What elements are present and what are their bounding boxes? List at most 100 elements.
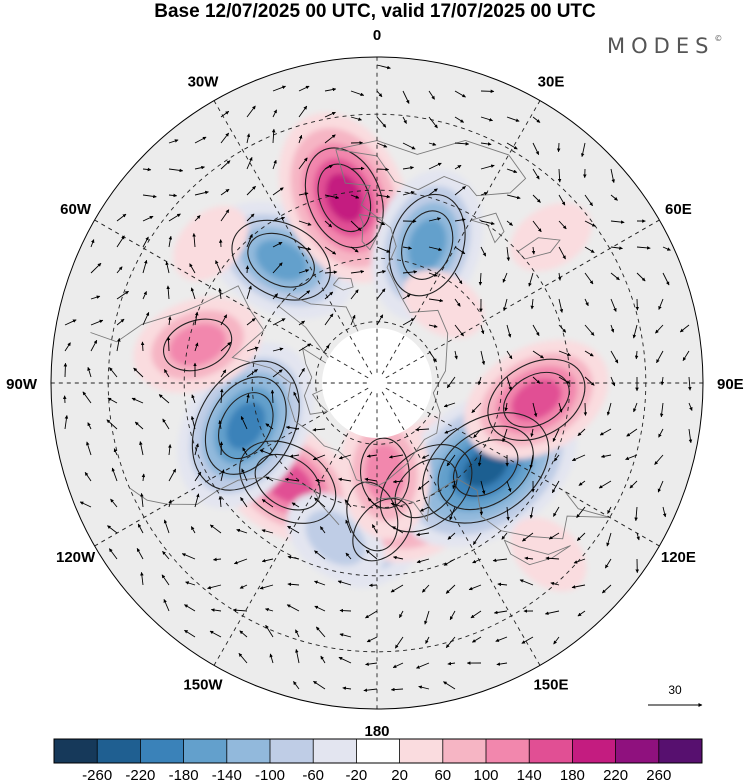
wind-arrow bbox=[471, 636, 482, 643]
wind-arrow bbox=[291, 502, 300, 508]
wind-arrow bbox=[344, 499, 352, 508]
wind-arrow bbox=[337, 580, 352, 586]
longitude-label: 180 bbox=[364, 723, 389, 740]
wind-arrow bbox=[194, 190, 209, 196]
longitude-label: 90E bbox=[717, 376, 744, 393]
wind-arrow bbox=[298, 192, 309, 196]
wind-arrow bbox=[295, 629, 300, 638]
contour-line bbox=[394, 458, 458, 519]
wind-arrow bbox=[402, 191, 415, 196]
wind-arrow bbox=[529, 454, 534, 469]
wind-arrow bbox=[191, 394, 196, 404]
wind-arrow bbox=[298, 246, 312, 251]
wind-arrow bbox=[454, 142, 470, 146]
wind-arrow bbox=[289, 454, 300, 458]
wind-arrow bbox=[454, 90, 466, 98]
wind-arrow bbox=[324, 313, 334, 326]
wind-arrow bbox=[84, 472, 92, 482]
wind-arrow bbox=[269, 653, 274, 664]
wind-arrow bbox=[190, 415, 196, 430]
colorbar-swatch bbox=[313, 739, 357, 763]
longitude-label: 120E bbox=[661, 549, 696, 566]
wind-arrow bbox=[167, 316, 172, 326]
wind-arrow bbox=[657, 480, 664, 493]
wind-arrow bbox=[610, 376, 616, 387]
wind-arrow bbox=[390, 584, 404, 593]
wind-arrow bbox=[142, 311, 150, 326]
wind-arrow bbox=[136, 547, 144, 560]
wind-arrow bbox=[470, 610, 482, 619]
wind-arrow bbox=[497, 582, 508, 587]
wind-arrow bbox=[109, 367, 118, 378]
wind-arrow bbox=[220, 110, 230, 118]
wind-arrow bbox=[421, 584, 430, 593]
wind-arrow bbox=[557, 168, 562, 183]
wind-arrow bbox=[271, 128, 276, 144]
wind-arrow bbox=[367, 497, 378, 508]
wind-arrow bbox=[79, 501, 92, 508]
wind-arrow bbox=[416, 532, 430, 537]
wind-arrow bbox=[452, 480, 456, 490]
wind-arrow bbox=[625, 454, 638, 460]
wind-arrow bbox=[314, 497, 326, 508]
wind-arrow bbox=[679, 324, 690, 333]
coastline bbox=[376, 478, 610, 540]
wind-arrow bbox=[313, 680, 326, 690]
wind-arrow bbox=[272, 85, 286, 92]
wind-arrow bbox=[454, 246, 466, 255]
wind-arrow bbox=[246, 105, 256, 118]
wind-arrow bbox=[495, 636, 508, 642]
wind-arrow bbox=[210, 608, 222, 612]
anomaly-band bbox=[511, 378, 562, 421]
wind-arrow bbox=[449, 506, 456, 521]
wind-arrow bbox=[402, 90, 410, 104]
wind-arrow bbox=[194, 165, 205, 170]
wind-arrow bbox=[338, 454, 352, 460]
wind-arrow bbox=[194, 215, 201, 222]
wind-arrow bbox=[532, 194, 541, 203]
wind-arrow bbox=[584, 324, 595, 336]
wind-arrow bbox=[522, 532, 534, 542]
anomaly-band bbox=[407, 218, 447, 272]
wind-arrow bbox=[558, 298, 564, 313]
meridian bbox=[385, 216, 665, 379]
wind-arrow bbox=[655, 324, 664, 334]
wind-arrow bbox=[365, 662, 378, 666]
wind-arrow bbox=[239, 630, 248, 638]
colorbar-swatch bbox=[486, 739, 530, 763]
wind-arrow bbox=[272, 347, 284, 352]
wind-arrow bbox=[480, 164, 495, 170]
wind-arrow bbox=[502, 298, 508, 312]
wind-arrow bbox=[298, 367, 305, 378]
wind-arrow bbox=[184, 604, 196, 612]
wind-arrow bbox=[571, 454, 586, 462]
wind-arrow bbox=[584, 298, 589, 307]
contour-line bbox=[231, 219, 331, 301]
wind-arrow bbox=[550, 581, 560, 586]
wind-arrow bbox=[168, 193, 178, 198]
graticule bbox=[51, 57, 703, 709]
wind-arrow bbox=[285, 425, 300, 430]
wind-arrow bbox=[376, 64, 391, 70]
wind-arrow bbox=[584, 350, 594, 357]
wind-arrow bbox=[141, 473, 146, 482]
wind-arrow bbox=[298, 134, 303, 144]
wind-arrow bbox=[246, 133, 251, 144]
wind-arrow bbox=[428, 90, 435, 100]
anomaly-center bbox=[402, 269, 484, 339]
wind-arrow bbox=[480, 192, 488, 196]
anomaly-band bbox=[510, 202, 592, 272]
wind-arrow bbox=[106, 419, 118, 430]
wind-arrow bbox=[443, 681, 456, 690]
wind-arrow bbox=[532, 350, 544, 359]
wind-arrow bbox=[139, 441, 144, 456]
wind-arrow bbox=[220, 209, 230, 222]
wind-arrow bbox=[220, 341, 232, 352]
wind-arrow bbox=[402, 116, 407, 124]
wind-arrow bbox=[662, 272, 670, 286]
wind-arrow bbox=[168, 168, 184, 173]
wind-arrow bbox=[140, 341, 145, 352]
wind-arrow bbox=[158, 394, 170, 404]
wind-arrow bbox=[272, 318, 286, 326]
